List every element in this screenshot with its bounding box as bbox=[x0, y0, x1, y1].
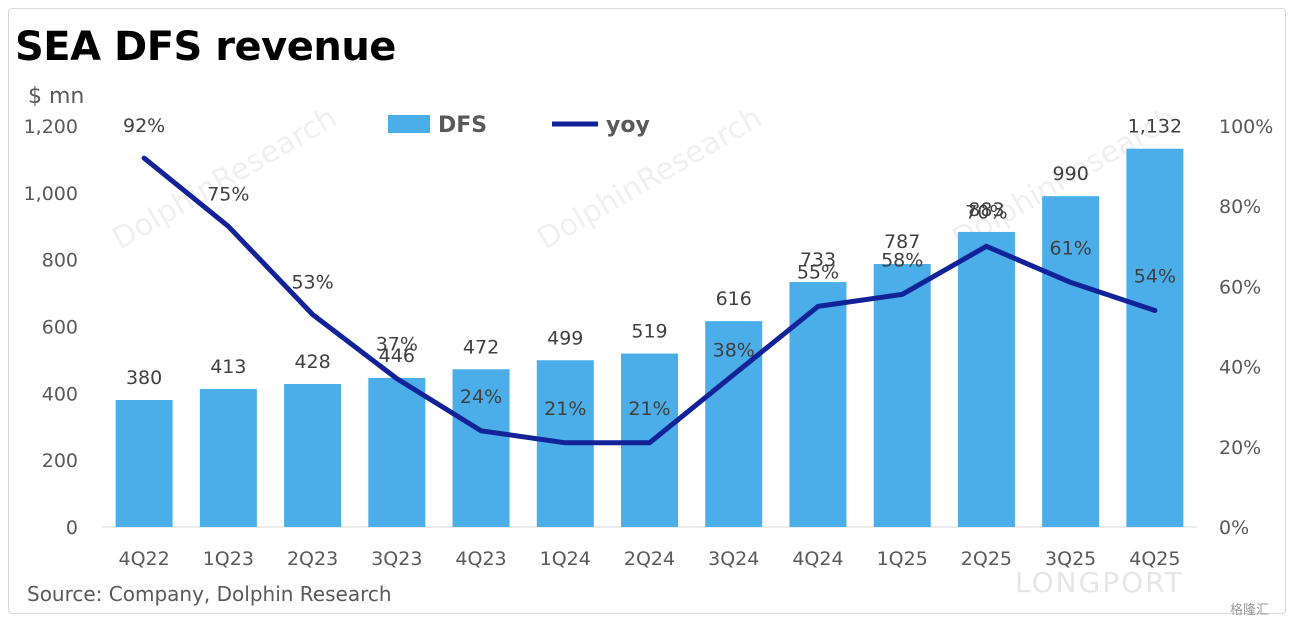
x-axis-category-label: 4Q24 bbox=[792, 548, 843, 570]
left-axis-tick-label: 200 bbox=[42, 450, 78, 472]
yoy-value-label: 38% bbox=[713, 340, 755, 362]
yoy-value-label: 92% bbox=[123, 115, 165, 137]
right-axis-tick-label: 20% bbox=[1219, 437, 1261, 459]
yoy-value-labels: 92% 75% 53% 37% 24% 21% 21% 38% 55% 58% 70% 61% 54% bbox=[123, 115, 1176, 420]
dfs-bar-value-label: 446 bbox=[379, 345, 415, 367]
dfs-bar-value-label: 883 bbox=[968, 199, 1004, 221]
x-axis-category-label: 1Q24 bbox=[540, 548, 591, 570]
x-axis-category-label: 2Q24 bbox=[624, 548, 675, 570]
dfs-bar-value-label: 428 bbox=[294, 351, 330, 373]
y-axis-unit-label: $ mn bbox=[28, 84, 85, 109]
yoy-value-label: 61% bbox=[1050, 237, 1092, 259]
watermark-brand: LONGPORT bbox=[1015, 566, 1184, 599]
dfs-bar bbox=[789, 282, 847, 527]
dfs-bar-value-label: 472 bbox=[463, 336, 499, 358]
dfs-bar-value-label: 380 bbox=[126, 367, 162, 389]
x-axis-categories: 4Q22 1Q23 2Q23 3Q23 4Q23 1Q24 2Q24 3Q24 4Q24 1Q25… bbox=[118, 548, 1180, 570]
yoy-value-label: 75% bbox=[207, 183, 249, 205]
chart-title: SEA DFS revenue bbox=[15, 24, 396, 70]
dfs-bar-value-label: 413 bbox=[210, 356, 246, 378]
dfs-bar-value-label: 1,132 bbox=[1128, 116, 1182, 138]
x-axis-category-label: 2Q25 bbox=[961, 548, 1012, 570]
left-axis: 0 200 400 600 800 1,000 1,200 bbox=[24, 116, 78, 539]
x-axis-category-label: 4Q23 bbox=[455, 548, 506, 570]
right-axis-tick-label: 100% bbox=[1219, 116, 1273, 138]
left-axis-tick-label: 0 bbox=[66, 517, 78, 539]
x-axis-category-label: 2Q23 bbox=[287, 548, 338, 570]
dfs-bar bbox=[368, 377, 426, 527]
dfs-bar-value-label: 519 bbox=[631, 321, 667, 343]
yoy-value-label: 54% bbox=[1134, 265, 1176, 287]
yoy-value-label: 53% bbox=[291, 271, 333, 293]
yoy-line bbox=[141, 155, 1158, 446]
dfs-bar bbox=[1042, 196, 1100, 528]
dfs-bar bbox=[1126, 148, 1184, 527]
yoy-value-label: 37% bbox=[376, 334, 418, 356]
x-axis-category-label: 3Q24 bbox=[708, 548, 759, 570]
dfs-bar bbox=[452, 369, 510, 527]
legend-dfs-swatch bbox=[388, 115, 430, 133]
watermark-corner: 格隆汇 bbox=[1230, 603, 1270, 618]
dfs-bar-value-label: 616 bbox=[716, 288, 752, 310]
dfs-bar-value-label: 499 bbox=[547, 327, 583, 349]
dfs-bar bbox=[199, 388, 257, 527]
right-axis: 0% 20% 40% 60% 80% 100% bbox=[1219, 116, 1273, 539]
legend: DFS yoy bbox=[388, 113, 650, 138]
left-axis-tick-label: 400 bbox=[42, 383, 78, 405]
right-axis-tick-label: 0% bbox=[1219, 517, 1249, 539]
x-axis-category-label: 3Q23 bbox=[371, 548, 422, 570]
left-axis-tick-label: 600 bbox=[42, 317, 78, 339]
x-axis-category-label: 4Q25 bbox=[1129, 548, 1180, 570]
yoy-value-label: 55% bbox=[797, 261, 839, 283]
dfs-bar-value-label: 787 bbox=[884, 231, 920, 253]
right-axis-tick-label: 60% bbox=[1219, 276, 1261, 298]
right-axis-tick-label: 40% bbox=[1219, 357, 1261, 379]
yoy-value-label: 70% bbox=[965, 201, 1007, 223]
bar-value-labels: 380 413 428 446 472 499 519 616 733 787 883 990 1,13… bbox=[126, 116, 1182, 389]
dfs-bar-value-label: 990 bbox=[1053, 163, 1089, 185]
right-axis-tick-label: 80% bbox=[1219, 196, 1261, 218]
yoy-value-label: 21% bbox=[628, 398, 670, 420]
left-axis-tick-label: 800 bbox=[42, 250, 78, 272]
x-axis-category-label: 1Q23 bbox=[203, 548, 254, 570]
x-axis-category-label: 3Q25 bbox=[1045, 548, 1096, 570]
dfs-bar bbox=[705, 321, 763, 527]
left-axis-tick-label: 1,000 bbox=[24, 183, 78, 205]
dfs-bar bbox=[284, 383, 342, 527]
left-axis-tick-label: 1,200 bbox=[24, 116, 78, 138]
dfs-bar bbox=[873, 264, 931, 527]
dfs-bar bbox=[115, 400, 173, 527]
yoy-value-label: 21% bbox=[544, 398, 586, 420]
source-note: Source: Company, Dolphin Research bbox=[27, 582, 392, 606]
x-axis-category-label: 4Q22 bbox=[118, 548, 169, 570]
legend-yoy-label: yoy bbox=[606, 113, 650, 138]
dfs-bar bbox=[957, 231, 1015, 527]
legend-dfs-label: DFS bbox=[438, 113, 487, 138]
yoy-value-label: 58% bbox=[881, 249, 923, 271]
dfs-bar-value-label: 733 bbox=[800, 249, 836, 271]
yoy-value-label: 24% bbox=[460, 386, 502, 408]
x-axis-category-label: 1Q25 bbox=[877, 548, 928, 570]
